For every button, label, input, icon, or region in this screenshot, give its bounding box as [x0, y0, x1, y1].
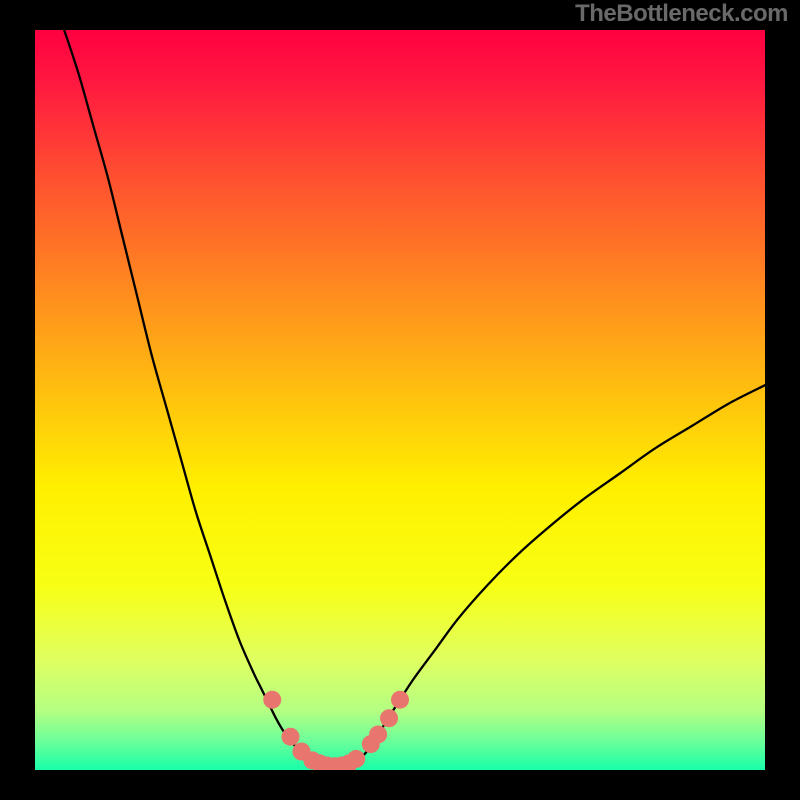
- watermark-text: TheBottleneck.com: [575, 0, 788, 28]
- curve-marker: [369, 725, 387, 743]
- curve-marker: [282, 728, 300, 746]
- bottleneck-chart: [0, 0, 800, 800]
- curve-marker: [347, 750, 365, 768]
- curve-marker: [263, 691, 281, 709]
- curve-marker: [380, 709, 398, 727]
- curve-marker: [391, 691, 409, 709]
- gradient-background: [35, 30, 765, 770]
